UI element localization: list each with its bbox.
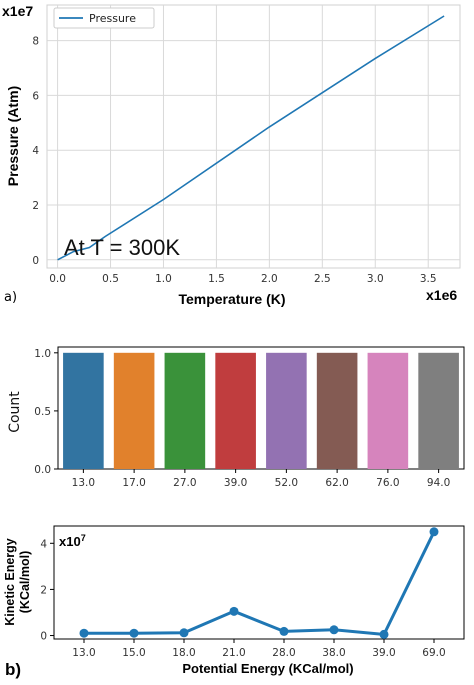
point-15.0 xyxy=(129,628,139,638)
bar-94.0 xyxy=(418,352,459,469)
bar-39.0 xyxy=(215,352,256,469)
legend-label-pressure: Pressure xyxy=(89,12,136,25)
y-multiplier-b-base: x10 xyxy=(59,534,81,549)
x-tick-label: 52.0 xyxy=(275,477,298,489)
y-ticks-b: 0 2 4 xyxy=(40,538,54,643)
x-axis-label-a: Temperature (K) xyxy=(178,291,285,307)
x-tick-label: 0.0 xyxy=(49,273,66,285)
pressure-line xyxy=(57,15,445,261)
count-bar-chart: 13.0 17.0 27.0 39.0 52.0 62.0 76.0 94.0 0.0 0.5 1… xyxy=(7,346,465,489)
y-tick-label: 1.0 xyxy=(34,348,51,360)
x-tick-label: 39.0 xyxy=(224,477,247,489)
x-tick-label: 94.0 xyxy=(427,477,450,489)
point-69.0 xyxy=(429,527,439,537)
y-tick-label: 8 xyxy=(32,36,39,48)
x-tick-label: 3.0 xyxy=(367,273,384,285)
x-tick-label: 2.0 xyxy=(261,273,278,285)
y-ticks-bar: 0.0 0.5 1.0 xyxy=(34,348,58,476)
x-tick-label: 69.0 xyxy=(422,647,445,659)
x-tick-label: 1.0 xyxy=(155,273,172,285)
legend-box xyxy=(53,7,155,29)
x-tick-label: 17.0 xyxy=(122,477,145,489)
point-13.0 xyxy=(79,628,89,638)
x-axis-label-b: Potential Energy (KCal/mol) xyxy=(182,661,353,676)
y-tick-label: 2 xyxy=(32,200,39,212)
x-tick-label: 62.0 xyxy=(325,477,348,489)
y-multiplier-b: x107 xyxy=(59,533,86,549)
x-tick-label: 38.0 xyxy=(322,647,345,659)
bar-76.0 xyxy=(367,352,409,469)
y-tick-label: 0 xyxy=(32,255,39,267)
bar-27.0 xyxy=(164,352,206,469)
x-ticks-b: 13.0 15.0 18.0 21.0 28.0 38.0 39.0 69.0 xyxy=(72,639,446,659)
x-tick-label: 21.0 xyxy=(222,647,245,659)
x-tick-label: 2.5 xyxy=(314,273,331,285)
kinetic-energy-chart: 13.0 15.0 18.0 21.0 28.0 38.0 39.0 69.0 0 2 4 x10… xyxy=(3,525,465,679)
y-tick-label: 0 xyxy=(40,631,47,643)
y-tick-label: 2 xyxy=(40,584,47,596)
y-tick-label: 4 xyxy=(32,145,39,157)
legend-a: Pressure xyxy=(53,7,155,29)
pressure-chart: 0.0 0.5 1.0 1.5 2.0 2.5 3.0 3.5 0 2 4 6 8 Pressure … xyxy=(2,3,461,307)
bar-17.0 xyxy=(113,352,155,469)
x-tick-label: 13.0 xyxy=(72,647,95,659)
kinetic-energy-points xyxy=(79,527,439,639)
grid-a xyxy=(47,5,460,268)
point-21.0 xyxy=(229,606,239,616)
x-tick-label: 27.0 xyxy=(173,477,196,489)
y-tick-label: 0.0 xyxy=(34,464,51,476)
y-tick-label: 6 xyxy=(32,90,39,102)
y-axis-label-a: Pressure (Atm) xyxy=(5,86,21,186)
panel-label-b: b) xyxy=(5,660,21,679)
y-axis-label-bar: Count xyxy=(7,391,23,433)
bars xyxy=(63,352,459,469)
x-multiplier-a: x1e6 xyxy=(426,287,457,303)
bar-52.0 xyxy=(266,352,307,469)
x-tick-label: 39.0 xyxy=(372,647,395,659)
y-tick-label: 4 xyxy=(40,538,47,550)
x-tick-label: 3.5 xyxy=(420,273,437,285)
x-tick-label: 15.0 xyxy=(122,647,145,659)
annotation-at-t: At T = 300K xyxy=(64,235,180,260)
x-tick-label: 18.0 xyxy=(172,647,195,659)
y-axis-label-b-line2: (KCal/mol) xyxy=(18,551,32,614)
y-ticks-a: 0 2 4 6 8 xyxy=(32,36,39,267)
x-tick-label: 1.5 xyxy=(208,273,225,285)
x-tick-label: 0.5 xyxy=(102,273,119,285)
point-28.0 xyxy=(279,626,289,636)
x-tick-label: 76.0 xyxy=(376,477,399,489)
y-multiplier-a: x1e7 xyxy=(2,3,33,19)
bar-13.0 xyxy=(63,352,104,469)
y-multiplier-b-exp: 7 xyxy=(81,533,86,543)
y-axis-label-b-line1: Kinetic Energy xyxy=(3,538,17,626)
x-ticks-a: 0.0 0.5 1.0 1.5 2.0 2.5 3.0 3.5 xyxy=(49,273,436,285)
point-18.0 xyxy=(179,628,189,638)
x-ticks-bar: 13.0 17.0 27.0 39.0 52.0 62.0 76.0 94.0 xyxy=(72,469,450,489)
y-tick-label: 0.5 xyxy=(34,406,51,418)
point-39.0 xyxy=(379,629,389,639)
x-tick-label: 13.0 xyxy=(72,477,95,489)
x-tick-label: 28.0 xyxy=(272,647,295,659)
kinetic-energy-line xyxy=(84,531,436,636)
panel-label-a: a) xyxy=(4,290,17,305)
bar-62.0 xyxy=(316,352,358,469)
point-38.0 xyxy=(329,625,339,635)
